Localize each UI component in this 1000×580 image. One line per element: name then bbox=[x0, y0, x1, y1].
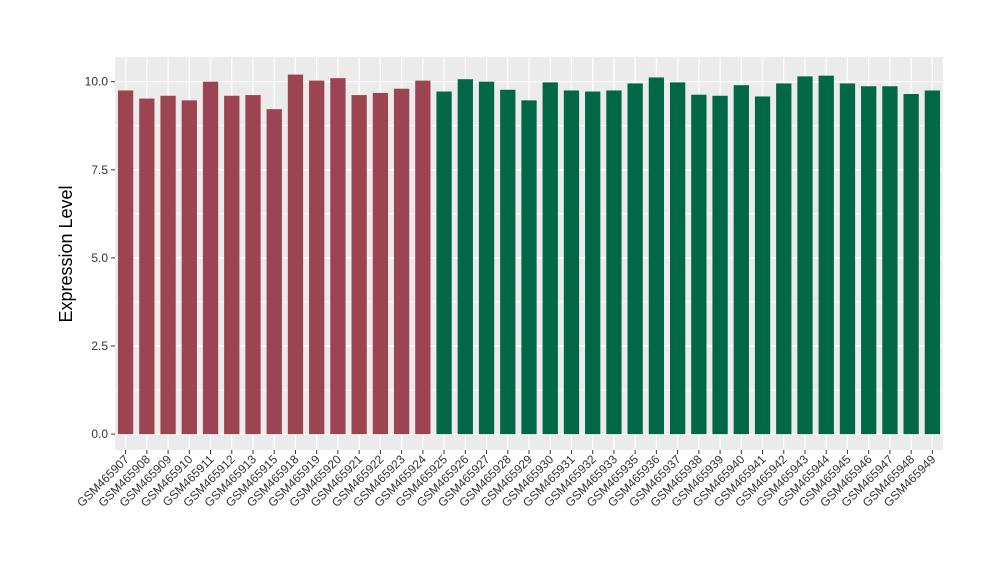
bar-GSM465908 bbox=[139, 98, 155, 435]
bar-GSM465932 bbox=[585, 91, 601, 435]
bar-GSM465943 bbox=[797, 76, 813, 435]
bar-GSM465939 bbox=[712, 95, 728, 435]
y-tick-label: 10.0 bbox=[85, 75, 109, 89]
bar-GSM465933 bbox=[606, 90, 622, 435]
bar-GSM465927 bbox=[478, 81, 495, 435]
bar-GSM465923 bbox=[393, 88, 410, 435]
bar-GSM465941 bbox=[754, 96, 771, 435]
y-tick-label: 5.0 bbox=[91, 251, 108, 265]
bars bbox=[117, 74, 941, 435]
bar-GSM465915 bbox=[266, 109, 282, 435]
bar-GSM465907 bbox=[117, 90, 134, 435]
bar-GSM465949 bbox=[924, 90, 941, 435]
bar-GSM465922 bbox=[372, 92, 389, 435]
bar-GSM465935 bbox=[627, 83, 643, 435]
bar-GSM465925 bbox=[436, 91, 452, 435]
bar-GSM465924 bbox=[415, 80, 431, 435]
bar-GSM465919 bbox=[309, 80, 325, 435]
bar-GSM465937 bbox=[669, 82, 686, 435]
bar-GSM465926 bbox=[457, 79, 473, 435]
bar-GSM465911 bbox=[202, 81, 219, 435]
bar-GSM465931 bbox=[563, 90, 580, 435]
bar-GSM465942 bbox=[776, 83, 792, 435]
bar-GSM465921 bbox=[351, 95, 367, 435]
bar-GSM465936 bbox=[648, 77, 665, 435]
bar-GSM465912 bbox=[224, 95, 240, 435]
bar-GSM465913 bbox=[245, 95, 261, 435]
bar-GSM465929 bbox=[521, 100, 537, 435]
bar-GSM465930 bbox=[542, 82, 558, 435]
bar-GSM465940 bbox=[733, 85, 749, 435]
bar-GSM465947 bbox=[882, 86, 898, 435]
bar-GSM465938 bbox=[691, 94, 707, 435]
bar-GSM465920 bbox=[330, 78, 346, 435]
bar-GSM465946 bbox=[861, 86, 877, 435]
y-axis: 0.0 2.5 5.0 7.5 10.0 bbox=[85, 75, 115, 441]
bar-GSM465909 bbox=[160, 95, 176, 435]
y-axis-title: Expression Level bbox=[56, 185, 76, 322]
y-tick-label: 2.5 bbox=[91, 339, 108, 353]
y-tick-label: 7.5 bbox=[91, 163, 108, 177]
x-axis: GSM465907GSM465908GSM465909GSM465910GSM4… bbox=[74, 450, 939, 510]
bar-GSM465948 bbox=[903, 94, 919, 435]
bar-GSM465928 bbox=[500, 89, 516, 435]
bar-GSM465945 bbox=[839, 83, 856, 435]
bar-GSM465944 bbox=[818, 75, 834, 435]
y-tick-label: 0.0 bbox=[91, 427, 108, 441]
bar-GSM465918 bbox=[287, 74, 304, 435]
bar-GSM465910 bbox=[181, 100, 197, 435]
